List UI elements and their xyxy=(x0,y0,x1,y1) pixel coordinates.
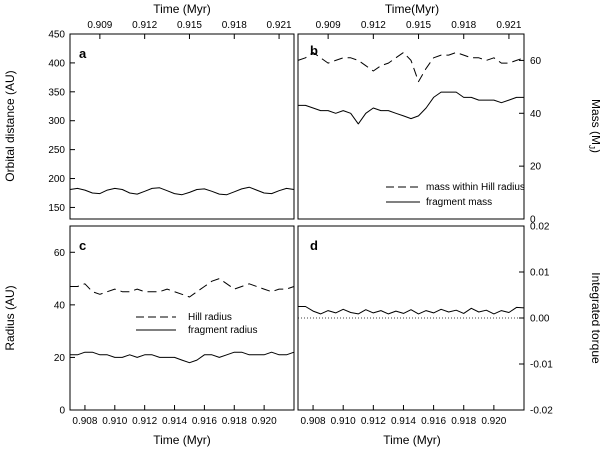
panel-a-ytick-label: 200 xyxy=(48,174,65,185)
panel-d-label: d xyxy=(310,238,318,253)
panel-a-top-xlabel: Time (Myr) xyxy=(153,2,211,16)
panel-c-ytick-label: 20 xyxy=(54,353,66,364)
panel-d-xtick-label: 0.916 xyxy=(421,416,446,427)
panel-a-ytick-label: 400 xyxy=(48,58,65,69)
panel-d-ylabel: Integrated torque xyxy=(589,272,600,364)
panel-c-xtick-label: 0.918 xyxy=(222,416,247,427)
panel-d-xlabel: Time (Myr) xyxy=(383,433,441,447)
panel-c-series-Hill-radius xyxy=(70,278,295,298)
panel-b-frame xyxy=(297,33,525,220)
panel-a-series-orbital-distance xyxy=(69,186,295,196)
panel-c-label: c xyxy=(79,238,86,253)
panel-a-ytick-label: 350 xyxy=(48,87,65,98)
panel-c-plot: 0 20 40 60 0.908 0.910 0.912 0.914 0.916 0.918 0.9… xyxy=(54,248,295,427)
legend-hill-mass-label: mass within Hill radius xyxy=(426,182,525,193)
panel-c-frame xyxy=(69,225,295,411)
panel-b-top-xtick-label: 0.921 xyxy=(496,20,521,31)
panel-a-ytick-label: 300 xyxy=(48,116,65,127)
panel-d-ytick-label: 0.00 xyxy=(530,314,550,325)
panel-d-xtick-label: 0.920 xyxy=(481,416,506,427)
panel-c-xtick-label: 0.920 xyxy=(252,416,277,427)
panel-d-xtick-label: 0.910 xyxy=(331,416,356,427)
panel-b-top-xtick-label: 0.909 xyxy=(316,20,341,31)
panel-a-ylabel: Orbital distance (AU) xyxy=(3,70,17,181)
panel-a-ytick-label: 250 xyxy=(48,145,65,156)
panel-a-frame xyxy=(69,33,295,220)
panel-d-xtick-label: 0.914 xyxy=(391,416,416,427)
panel-d-ytick-label: -0.01 xyxy=(530,360,553,371)
panel-b-ylabel: Mass (MJ) xyxy=(587,99,600,153)
legend-hill-radius-label: Hill radius xyxy=(188,312,232,323)
panel-b-ytick-label: 20 xyxy=(530,162,542,173)
panel-d-ytick-label: -0.02 xyxy=(530,406,553,417)
panel-c-xtick-label: 0.914 xyxy=(162,416,187,427)
panel-a-top-xtick-label: 0.909 xyxy=(87,20,112,31)
panel-c-legend: Hill radius fragment radius xyxy=(136,312,257,336)
panel-c-xtick-label: 0.908 xyxy=(72,416,97,427)
panel-b-top-xlabel: Time(Myr) xyxy=(385,2,439,16)
panel-b-top-xtick-label: 0.918 xyxy=(451,20,476,31)
panel-a-label: a xyxy=(79,46,87,61)
panel-c-xtick-label: 0.912 xyxy=(132,416,157,427)
panel-d-plot: -0.02 -0.01 0.00 0.01 0.02 0.908 0.910 0.912 0.9… xyxy=(298,222,553,427)
panel-b-ytick-label: 60 xyxy=(530,56,542,67)
panel-b-top-xtick-label: 0.912 xyxy=(361,20,386,31)
panel-c-ylabel: Radius (AU) xyxy=(3,285,17,350)
panel-c-ytick-label: 0 xyxy=(59,406,65,417)
panel-a-ytick-label: 450 xyxy=(48,30,65,41)
panel-d-xtick-label: 0.908 xyxy=(301,416,326,427)
legend-fragment-mass-label: fragment mass xyxy=(426,197,492,208)
panel-b-series-mass-within-Hill-radius xyxy=(297,52,525,83)
panel-b-ytick-label: 40 xyxy=(530,109,542,120)
panel-a-ytick-label: 150 xyxy=(48,203,65,214)
panel-a-top-xtick-label: 0.912 xyxy=(132,20,157,31)
panel-d-xtick-label: 0.918 xyxy=(451,416,476,427)
panel-d-ytick-label: 0.01 xyxy=(530,268,550,279)
panel-b-ytick-label: 0 xyxy=(530,215,536,226)
panel-a-top-xtick-label: 0.915 xyxy=(177,20,202,31)
panel-b-top-xtick-label: 0.915 xyxy=(406,20,431,31)
panel-a-top-xtick-label: 0.918 xyxy=(222,20,247,31)
panel-b-label: b xyxy=(310,43,318,58)
panel-d-series-integrated-torque xyxy=(298,306,525,315)
panel-c-xtick-label: 0.916 xyxy=(192,416,217,427)
panel-c-ytick-label: 40 xyxy=(54,300,66,311)
panel-c-xlabel: Time (Myr) xyxy=(153,433,211,447)
legend-fragment-radius-label: fragment radius xyxy=(188,325,257,336)
panel-c-series-fragment-radius xyxy=(70,351,295,364)
panel-c-xtick-label: 0.910 xyxy=(102,416,127,427)
panel-b-plot: 0 20 40 60 0.909 0.912 0.915 0.918 0.921 xyxy=(297,20,542,226)
panel-a-plot: 150 200 250 300 350 400 450 0.909 0.912 0.915 0.91… xyxy=(48,20,295,214)
panel-a-top-xtick-label: 0.921 xyxy=(267,20,292,31)
panel-c-ytick-label: 60 xyxy=(54,248,66,259)
panel-d-xtick-label: 0.912 xyxy=(361,416,386,427)
panel-b-legend: mass within Hill radius fragment mass xyxy=(386,182,525,208)
panel-d-ytick-label: 0.02 xyxy=(530,222,550,233)
panel-b-series-fragment-mass xyxy=(298,91,524,125)
